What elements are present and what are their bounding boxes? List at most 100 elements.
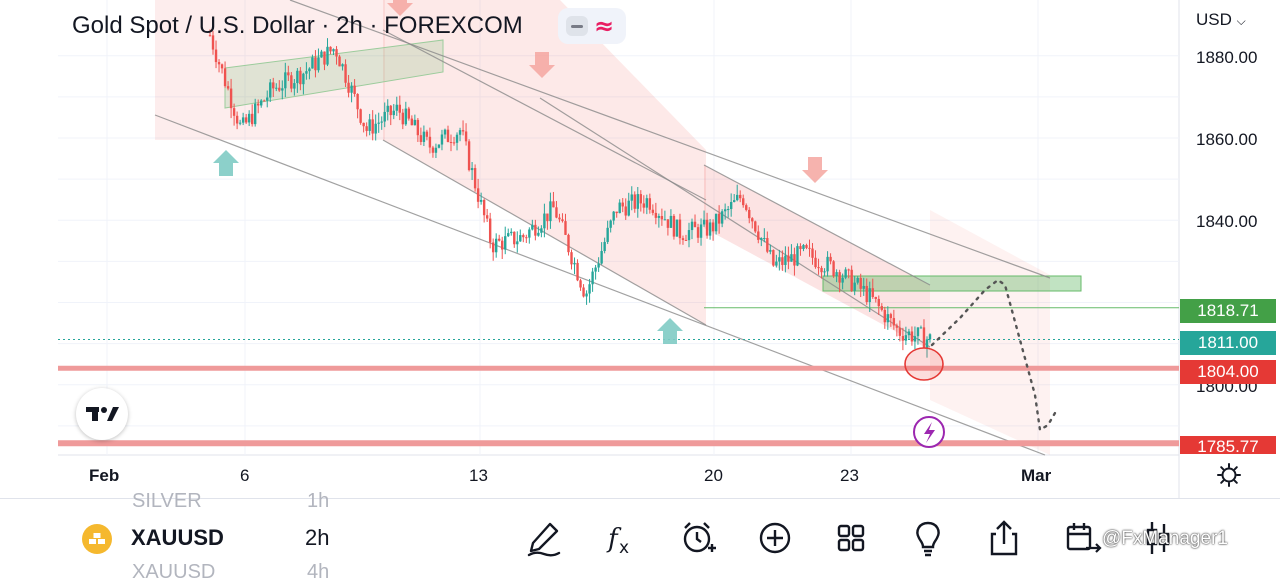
idea-bulb-icon[interactable] xyxy=(908,518,948,558)
gear-icon[interactable] xyxy=(1216,462,1242,488)
candle-body xyxy=(615,211,618,214)
candle-body xyxy=(901,335,905,341)
candle-body xyxy=(841,277,844,283)
candle-body xyxy=(214,49,218,63)
candle-body xyxy=(528,229,531,238)
candle-body xyxy=(609,220,612,228)
candle-body xyxy=(422,131,426,142)
candle-body xyxy=(748,209,751,219)
candle-body xyxy=(229,88,233,109)
candle-body xyxy=(362,122,365,127)
candle-body xyxy=(838,272,841,283)
candle-body xyxy=(485,215,489,219)
candle-body xyxy=(534,224,537,236)
tradingview-logo-icon[interactable] xyxy=(76,388,128,440)
candle-body xyxy=(793,254,796,266)
candle-body xyxy=(208,35,212,37)
candle-body xyxy=(636,194,639,209)
candle-body xyxy=(525,237,528,239)
candle-body xyxy=(377,122,380,124)
candle-body xyxy=(494,238,498,253)
channel-line xyxy=(539,97,931,348)
candle-body xyxy=(714,213,718,232)
draw-pen-icon[interactable] xyxy=(524,518,564,558)
candle-body xyxy=(904,335,908,341)
timeframe-button[interactable]: 2h xyxy=(305,525,330,550)
candle-body xyxy=(507,233,510,237)
ghost-symbol-below[interactable]: XAUUSD 4h xyxy=(132,561,329,584)
candle-body xyxy=(910,331,914,342)
candle-body xyxy=(350,85,353,93)
overlays[interactable] xyxy=(213,0,1057,448)
candle-body xyxy=(555,207,558,218)
candle-body xyxy=(657,216,661,218)
candle-body xyxy=(760,238,763,240)
calendar-replay-icon[interactable] xyxy=(1062,518,1102,558)
candle-body xyxy=(693,221,697,228)
candle-body xyxy=(651,209,655,213)
candle-body xyxy=(597,263,600,268)
candle-body xyxy=(296,70,299,84)
ghost-symbol-above[interactable]: SILVER 1h xyxy=(132,490,329,513)
channel-line xyxy=(382,29,707,201)
candle-body xyxy=(344,64,347,83)
candle-body xyxy=(380,121,383,123)
alarm-add-icon[interactable] xyxy=(678,518,718,558)
drawings[interactable] xyxy=(58,0,1179,456)
add-circle-icon[interactable] xyxy=(755,518,795,558)
candle-body xyxy=(675,219,679,237)
candle-body xyxy=(371,119,374,134)
candle-body xyxy=(892,318,896,326)
candle-body xyxy=(696,227,700,238)
candle-body xyxy=(211,35,215,50)
candle-body xyxy=(308,68,311,72)
candle-body xyxy=(856,277,859,283)
indicator-toggle[interactable]: ≈ xyxy=(558,8,626,44)
wave-icon[interactable]: ≈ xyxy=(594,12,615,40)
candle-body xyxy=(293,83,296,89)
candle-body xyxy=(877,298,880,307)
fx-indicator-icon[interactable]: f x xyxy=(600,518,640,558)
target-price-label: 1818.71 xyxy=(1180,299,1276,323)
candle-body xyxy=(751,218,754,222)
candle-body xyxy=(928,334,932,340)
candle-body xyxy=(452,142,456,144)
candle-body xyxy=(455,134,459,143)
currency-select[interactable]: USD ⌵ xyxy=(1196,10,1246,30)
candle-body xyxy=(660,216,664,220)
candle-body xyxy=(247,113,251,123)
candle-body xyxy=(823,271,826,273)
candle-body xyxy=(552,201,555,208)
candle-body xyxy=(464,131,468,142)
candle-body xyxy=(413,119,417,126)
candle-body xyxy=(784,255,787,265)
candle-body xyxy=(226,86,230,89)
candle-body xyxy=(669,215,673,228)
candle-body xyxy=(687,230,691,241)
price-tick: 1880.00 xyxy=(1196,48,1258,67)
candle-body xyxy=(257,103,260,106)
candle-body xyxy=(829,256,832,262)
candle-body xyxy=(880,306,883,310)
candle-body xyxy=(434,147,438,153)
candle-body xyxy=(407,108,411,119)
candle-body xyxy=(356,93,359,110)
candle-body xyxy=(338,56,341,67)
candle-body xyxy=(717,213,721,224)
candle-body xyxy=(522,235,525,238)
candle-body xyxy=(540,228,543,233)
candle-type-icon[interactable] xyxy=(1138,518,1178,558)
candle-body xyxy=(290,75,293,89)
chart-title[interactable]: Gold Spot / U.S. Dollar · 2h · FOREXCOM xyxy=(72,12,523,39)
candle-body xyxy=(250,113,254,125)
candle-body xyxy=(624,206,627,216)
candle-body xyxy=(633,194,636,209)
layout-grid-icon[interactable] xyxy=(831,518,871,558)
symbol-name[interactable]: XAUUSD xyxy=(131,525,224,550)
candle-body xyxy=(775,261,778,266)
share-icon[interactable] xyxy=(984,518,1024,558)
candle-body xyxy=(473,168,477,189)
minus-icon[interactable] xyxy=(566,16,588,36)
